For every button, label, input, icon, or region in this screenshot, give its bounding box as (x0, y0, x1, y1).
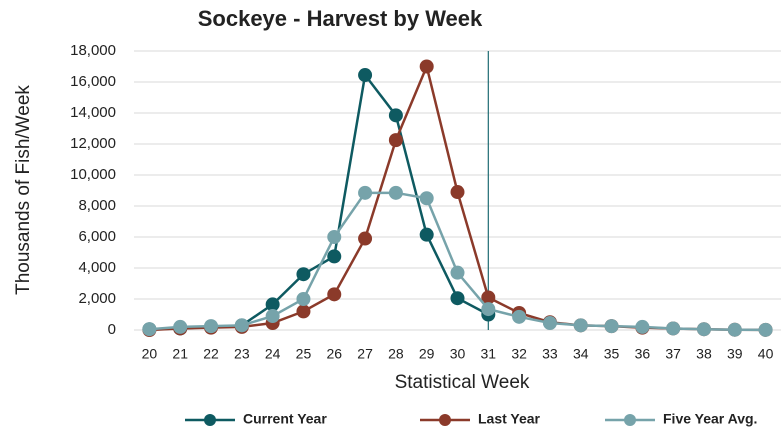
data-point (327, 230, 342, 244)
data-point (296, 304, 311, 319)
x-tick-label: 40 (758, 346, 774, 362)
data-point (666, 321, 681, 336)
data-point (512, 309, 527, 324)
data-point (327, 287, 342, 302)
data-point (419, 227, 434, 242)
x-tick-label: 21 (172, 346, 188, 362)
data-point (388, 133, 403, 148)
data-point (758, 322, 773, 337)
x-tick-label: 27 (357, 346, 373, 362)
x-tick-label: 24 (265, 346, 281, 362)
x-tick-label: 32 (511, 346, 527, 362)
y-tick-label: 4,000 (78, 259, 116, 276)
data-point (542, 316, 557, 331)
data-point (573, 318, 588, 333)
data-point (142, 322, 157, 337)
x-tick-label: 23 (234, 346, 250, 362)
y-tick-label: 8,000 (78, 197, 116, 214)
data-point (265, 297, 280, 312)
legend-label: Last Year (478, 411, 541, 427)
x-tick-label: 37 (665, 346, 681, 362)
data-point (604, 319, 619, 334)
data-point (419, 191, 434, 206)
y-tick-label: 12,000 (70, 135, 116, 152)
data-point (727, 322, 742, 337)
x-tick-label: 22 (203, 346, 219, 362)
y-axis-label: Thousands of Fish/Week (13, 85, 34, 295)
x-tick-label: 31 (481, 346, 497, 362)
legend-label: Five Year Avg. (663, 411, 757, 427)
y-tick-label: 6,000 (78, 228, 116, 245)
data-point (296, 292, 311, 306)
x-tick-label: 30 (450, 346, 466, 362)
data-point (481, 302, 496, 317)
chart-title: Sockeye - Harvest by Week (198, 6, 483, 31)
x-tick-label: 28 (388, 346, 404, 362)
data-point (450, 265, 465, 280)
x-tick-label: 36 (635, 346, 651, 362)
data-point (450, 185, 465, 200)
x-tick-label: 33 (542, 346, 558, 362)
data-point (388, 108, 403, 123)
x-axis-label: Statistical Week (395, 372, 530, 393)
y-tick-label: 0 (108, 321, 116, 338)
legend-marker (204, 414, 216, 426)
data-point (358, 68, 373, 83)
legend-label: Current Year (243, 411, 327, 427)
data-point (450, 291, 465, 306)
data-point (265, 309, 280, 324)
data-point (358, 185, 373, 200)
data-point (419, 59, 434, 74)
data-point (296, 267, 311, 282)
data-point (481, 290, 496, 305)
y-tick-label: 10,000 (70, 166, 116, 183)
y-tick-label: 18,000 (70, 42, 116, 59)
x-tick-label: 35 (604, 346, 620, 362)
legend-marker (624, 414, 636, 426)
y-tick-label: 14,000 (70, 104, 116, 121)
x-tick-label: 34 (573, 346, 589, 362)
x-tick-label: 39 (727, 346, 743, 362)
data-point (173, 319, 188, 334)
x-tick-label: 26 (326, 346, 342, 362)
data-point (388, 185, 403, 200)
x-tick-label: 29 (419, 346, 435, 362)
data-point (234, 318, 249, 333)
y-tick-label: 2,000 (78, 290, 116, 307)
data-point (327, 249, 342, 264)
legend-marker (439, 414, 451, 426)
data-point (358, 231, 373, 246)
x-tick-label: 25 (296, 346, 312, 362)
x-tick-label: 20 (142, 346, 158, 362)
data-point (204, 319, 219, 334)
x-tick-label: 38 (696, 346, 712, 362)
data-point (696, 322, 711, 337)
y-tick-label: 16,000 (70, 73, 116, 90)
series-line (149, 191, 766, 332)
data-point (635, 319, 650, 334)
